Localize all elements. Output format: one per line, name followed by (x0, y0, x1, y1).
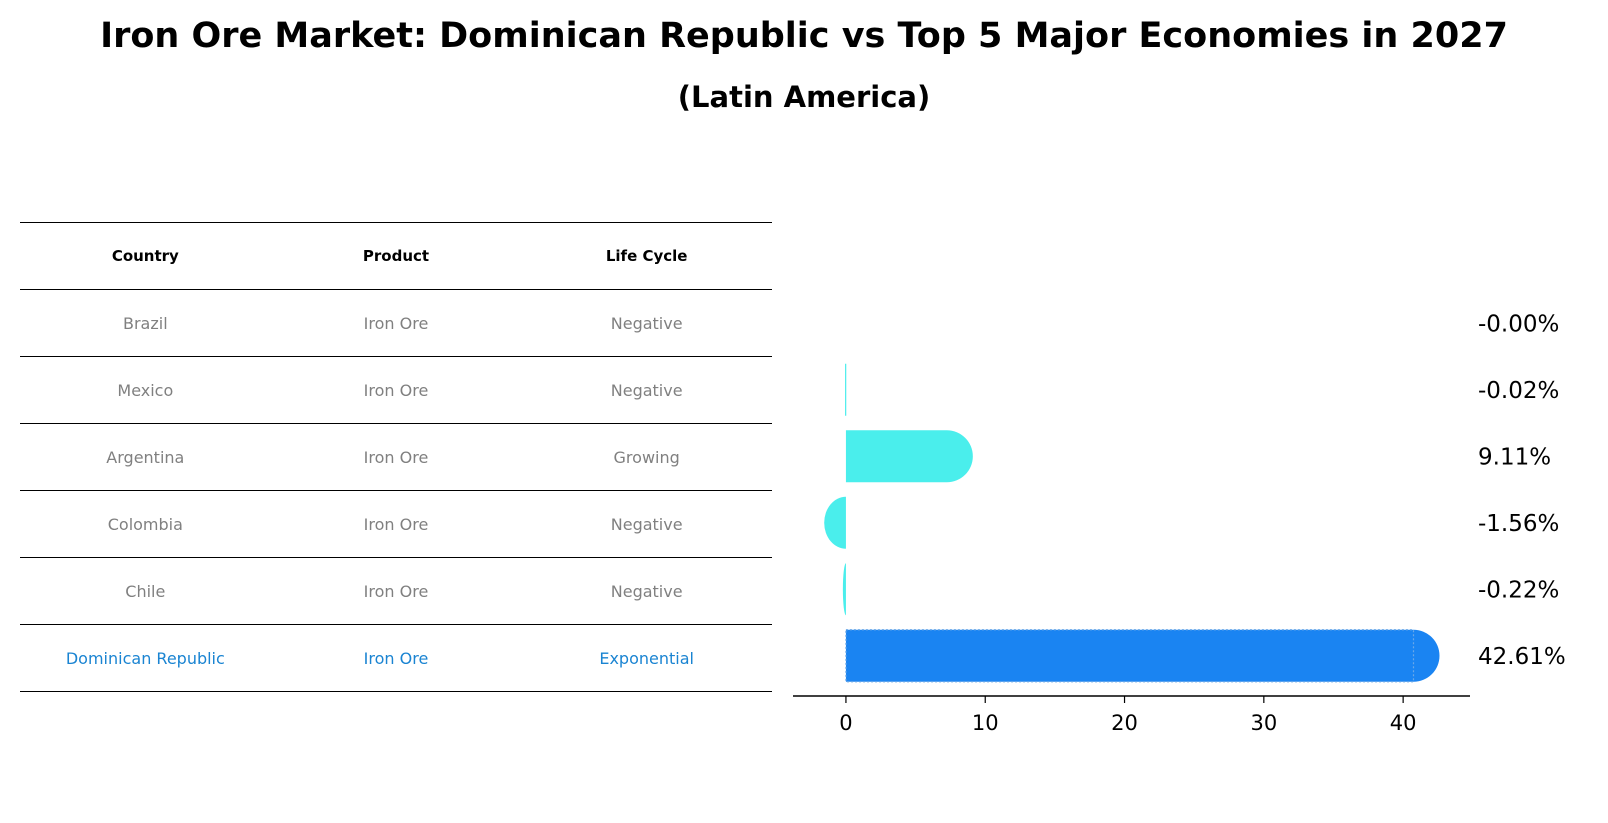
x-tick-label: 0 (839, 711, 852, 735)
value-label: -0.22% (1478, 577, 1559, 603)
data-table: Country Product Life Cycle Brazil Iron O… (20, 222, 772, 692)
table-row: Brazil Iron Ore Negative (20, 289, 772, 357)
bar (845, 629, 1440, 682)
cell-country: Colombia (20, 490, 271, 558)
value-label: -1.56% (1478, 511, 1559, 537)
table-row: Chile Iron Ore Negative (20, 557, 772, 625)
cell-country: Chile (20, 557, 271, 625)
cell-country: Argentina (20, 423, 271, 491)
value-label: -0.02% (1478, 378, 1559, 404)
x-tick-label: 40 (1390, 711, 1417, 735)
cell-country: Mexico (20, 356, 271, 424)
value-label: 42.61% (1478, 644, 1566, 670)
column-header-product: Product (270, 222, 522, 290)
table-row-highlight: Dominican Republic Iron Ore Exponential (20, 624, 772, 692)
bar (845, 430, 973, 483)
bar-highlight-outline (845, 629, 1415, 683)
table-row: Argentina Iron Ore Growing (20, 423, 772, 491)
cell-product: Iron Ore (270, 356, 522, 424)
table-header-row: Country Product Life Cycle (20, 222, 772, 290)
x-tick-label: 30 (1250, 711, 1277, 735)
x-tick-label: 10 (972, 711, 999, 735)
cell-country: Brazil (20, 289, 271, 357)
bar (845, 363, 847, 416)
table-row: Colombia Iron Ore Negative (20, 490, 772, 558)
chart-subtitle: (Latin America) (677, 80, 931, 114)
bar (824, 496, 846, 549)
cell-life-cycle: Negative (521, 356, 772, 424)
column-header-country: Country (20, 222, 271, 290)
cell-product: Iron Ore (270, 490, 522, 558)
table-row: Mexico Iron Ore Negative (20, 356, 772, 424)
cell-product: Iron Ore (270, 624, 522, 692)
cell-life-cycle: Negative (521, 490, 772, 558)
bar (842, 563, 846, 616)
cell-life-cycle: Exponential (521, 624, 772, 692)
cell-product: Iron Ore (270, 289, 522, 357)
chart-title: Iron Ore Market: Dominican Republic vs T… (100, 16, 1508, 56)
cell-country: Dominican Republic (20, 624, 271, 692)
column-header-life-cycle: Life Cycle (521, 222, 772, 290)
x-tick-label: 20 (1111, 711, 1138, 735)
cell-life-cycle: Growing (521, 423, 772, 491)
value-label: -0.00% (1478, 311, 1559, 337)
cell-life-cycle: Negative (521, 557, 772, 625)
cell-life-cycle: Negative (521, 289, 772, 357)
value-label: 9.11% (1478, 444, 1551, 470)
